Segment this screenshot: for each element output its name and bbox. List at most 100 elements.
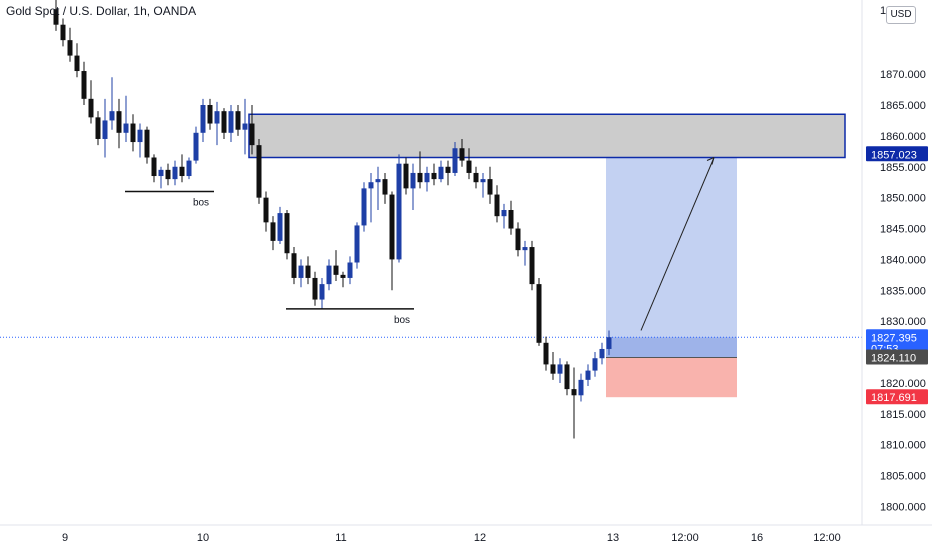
candle (172, 160, 178, 186)
y-tick-label: 1820.000 (880, 378, 926, 390)
candle (529, 240, 535, 291)
candle-body (137, 129, 143, 143)
candle-body (144, 129, 150, 158)
candle (431, 163, 437, 186)
x-tick-label: 13 (607, 532, 619, 544)
candle-body (403, 163, 409, 189)
candle-body (375, 179, 381, 183)
y-tick-label: 1810.000 (880, 440, 926, 452)
candle (550, 352, 556, 380)
candle-body (116, 111, 122, 133)
candle-body (473, 172, 479, 183)
candle-body (382, 179, 388, 195)
candle (81, 61, 87, 105)
candle (256, 138, 262, 204)
candle-body (200, 105, 206, 133)
candle (606, 330, 612, 356)
y-tick-label: 1860.000 (880, 131, 926, 143)
candle-body (445, 166, 451, 173)
candle-body (74, 55, 80, 72)
candle (270, 216, 276, 251)
price-axis (862, 0, 932, 550)
candle-body (501, 210, 507, 217)
x-tick-label: 11 (335, 532, 346, 544)
x-tick-label: 16 (751, 532, 763, 544)
candle-body (172, 166, 178, 180)
candle-body (459, 148, 465, 161)
currency-button[interactable]: USD (886, 6, 916, 24)
candle-body (571, 389, 577, 396)
candle (466, 148, 472, 180)
candle (361, 182, 367, 232)
candle (571, 367, 577, 439)
target-price-tag-text: 1857.023 (871, 149, 917, 161)
candle-body (256, 145, 262, 198)
target-zone (606, 154, 737, 358)
candle (557, 358, 563, 383)
y-tick-label: 1845.000 (880, 224, 926, 236)
candle-body (123, 123, 129, 133)
candle-body (88, 98, 94, 118)
candle-body (193, 132, 199, 161)
candle-body (319, 284, 325, 300)
candle-body (487, 179, 493, 195)
candle (592, 352, 598, 377)
candle-body (207, 105, 213, 124)
arrow-head (706, 157, 715, 165)
current-price-tag-bg (866, 329, 928, 356)
candle (501, 203, 507, 229)
candle-body (305, 265, 311, 278)
candle-body (242, 123, 248, 130)
candle-body (284, 213, 290, 254)
candle-body (599, 348, 605, 359)
candle-body (95, 117, 101, 139)
candle (284, 210, 290, 260)
y-tick-label: 1850.000 (880, 193, 926, 205)
candle (137, 123, 143, 158)
candle (326, 259, 332, 291)
y-tick-label: 1805.000 (880, 471, 926, 483)
candle (67, 27, 73, 62)
candle-body (53, 9, 59, 25)
overlay-layer: bos bos (125, 157, 715, 331)
candle (158, 166, 164, 189)
entry-price-tag: 1824.110 (866, 349, 928, 365)
candle (109, 77, 115, 130)
candle-body (102, 120, 108, 139)
candle (298, 259, 304, 288)
candle (179, 154, 185, 183)
candle (305, 256, 311, 285)
candle-body (389, 194, 395, 260)
target-price-tag: 1857.023 (866, 146, 928, 162)
candle (396, 154, 402, 263)
candle (340, 271, 346, 288)
candle-body (186, 160, 192, 177)
candle (522, 240, 528, 266)
candle (564, 361, 570, 396)
candle-body (515, 228, 521, 251)
candle-body (235, 111, 241, 130)
y-tick-label: 1815.000 (880, 409, 926, 421)
stop-zone (606, 357, 737, 398)
candle (312, 271, 318, 306)
current-price-tag-text: 1827.395 (871, 332, 917, 344)
candle (53, 0, 59, 31)
y-tick-label: 1835.000 (880, 285, 926, 297)
y-tick-label: 1855.000 (880, 162, 926, 174)
candle-body (347, 262, 353, 278)
x-tick-label: 12 (474, 532, 486, 544)
candle (319, 277, 325, 309)
candle (207, 98, 213, 130)
candle-body (165, 169, 171, 180)
candle (88, 80, 94, 124)
chart-title: Gold Spot / U.S. Dollar, 1h, OANDA (6, 4, 197, 18)
candle (144, 126, 150, 164)
candle-body (333, 265, 339, 275)
candle-body (606, 337, 612, 349)
candle (487, 166, 493, 204)
candle (291, 247, 297, 285)
candle-body (214, 111, 220, 124)
candle-body (158, 169, 164, 177)
candle (375, 166, 381, 210)
